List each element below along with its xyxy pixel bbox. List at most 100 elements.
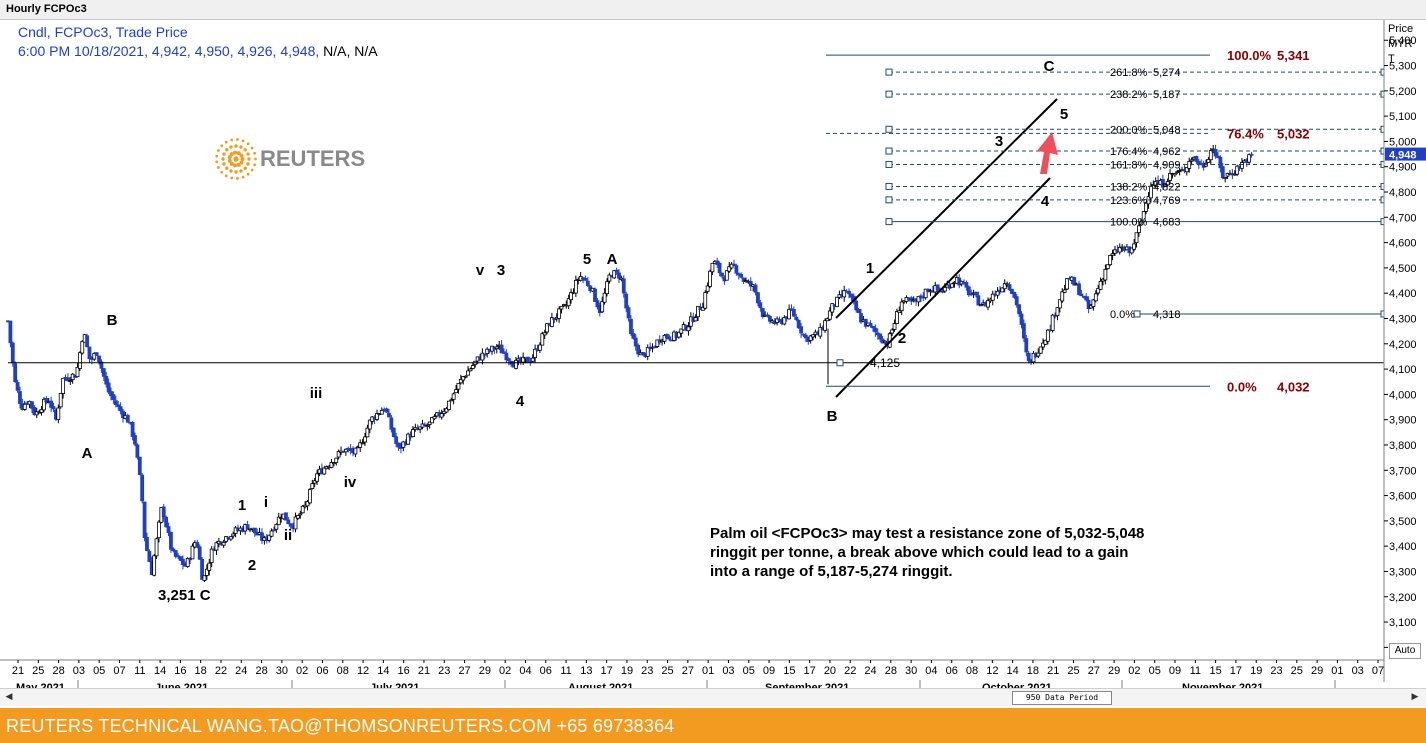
candle-body: [883, 340, 887, 344]
candle-body: [506, 358, 511, 362]
candle-body: [964, 282, 969, 288]
candle-body: [1220, 166, 1225, 179]
candle-body: [950, 283, 954, 288]
y-tick-label: 4,700: [1389, 212, 1417, 224]
x-tick-label: 23: [641, 665, 653, 677]
arrow-shape: [1037, 132, 1058, 174]
target-arrow-icon: [1037, 132, 1058, 174]
candle-body: [85, 335, 89, 348]
fib-value: 4,962: [1153, 146, 1181, 158]
x-tick-label: 17: [1230, 665, 1242, 677]
candle-body: [140, 474, 145, 502]
candle-body: [1019, 313, 1024, 325]
candle-body: [1017, 304, 1022, 315]
x-tick-label: 12: [357, 665, 369, 677]
logo-dot: [225, 166, 229, 170]
candle-body: [818, 326, 823, 337]
candle-body: [756, 292, 760, 304]
logo-dot: [246, 152, 250, 156]
candle-body: [1093, 293, 1098, 302]
candle-body: [1012, 291, 1017, 298]
candle-body: [466, 370, 470, 376]
fib-label: 261.8%: [1110, 67, 1148, 79]
candle-body: [68, 380, 73, 382]
auto-scale-button[interactable]: Auto: [1389, 643, 1421, 659]
logo-dot: [224, 140, 228, 144]
scroll-right-icon[interactable]: ▶: [1411, 692, 1419, 702]
logo-dot: [217, 149, 220, 152]
candle-body: [200, 558, 204, 580]
candle-body: [892, 323, 897, 330]
x-month-label: July 2021: [370, 682, 420, 688]
candle-body: [147, 550, 152, 563]
candle-body: [665, 333, 669, 339]
candle-body: [559, 305, 564, 310]
candle-body: [1129, 247, 1134, 254]
candle-body: [641, 351, 645, 354]
y-tick-label: 3,500: [1389, 516, 1417, 528]
wave-label: C: [1044, 58, 1055, 75]
annotation-line: Palm oil <FCPOc3> may test a resistance …: [710, 525, 1144, 542]
x-tick-label: 19: [621, 665, 633, 677]
candle-body: [1216, 155, 1220, 158]
x-tick-label: 03: [1352, 665, 1364, 677]
candle-body: [842, 290, 847, 298]
candle-body: [974, 291, 978, 296]
logo-dot: [222, 162, 226, 166]
candle-body: [995, 290, 1000, 296]
x-tick-label: 18: [1027, 665, 1039, 677]
candle-body: [463, 375, 468, 378]
reuters-logo: REUTERS: [215, 138, 365, 180]
candle-body: [631, 333, 636, 339]
candle-body: [499, 344, 504, 354]
candle-body: [1043, 339, 1048, 345]
candle-body: [966, 286, 971, 296]
candle-body: [1084, 296, 1089, 301]
price-chart[interactable]: Cndl, FCPOc3, Trade Price 6:00 PM 10/18/2…: [0, 20, 1426, 688]
candle-body: [231, 533, 236, 537]
fib-value: 5,048: [1153, 124, 1181, 136]
logo-dot: [229, 169, 233, 173]
candle-body: [336, 451, 341, 458]
logo-dot: [222, 152, 226, 156]
wave-label: B: [107, 312, 118, 329]
fib-label: 138.2%: [1110, 181, 1148, 193]
candle-body: [1223, 176, 1228, 179]
scroll-left-icon[interactable]: ◀: [5, 692, 13, 702]
candle-body: [720, 272, 724, 277]
x-tick-label: 15: [1209, 665, 1221, 677]
candle-body: [202, 575, 207, 581]
candle-body: [1208, 150, 1213, 161]
candle-body: [284, 512, 288, 521]
x-tick-label: 20: [824, 665, 836, 677]
candle-body: [446, 400, 451, 411]
candle-body: [145, 536, 149, 551]
candle-body: [1110, 253, 1115, 256]
fib-secondary-label: 0.0%: [1227, 379, 1257, 394]
candle-body: [827, 310, 832, 320]
candle-body: [624, 293, 629, 309]
y-tick-label: 3,200: [1389, 592, 1417, 604]
y-axis-title: Price: [1388, 23, 1413, 35]
annotation-line: ringgit per tonne, a break above which c…: [710, 544, 1128, 561]
candle-body: [75, 366, 80, 378]
fib-handle: [885, 196, 893, 204]
x-tick-label: 03: [73, 665, 85, 677]
candle-body: [111, 394, 116, 400]
candle-body: [1249, 153, 1254, 156]
candle-body: [916, 296, 921, 303]
candle-body: [353, 447, 358, 455]
candle-body: [406, 433, 411, 445]
candle-body: [942, 286, 947, 292]
candle-body: [22, 403, 27, 410]
candle-body: [1031, 352, 1036, 363]
y-axis-title: T: [1388, 53, 1395, 65]
logo-dot: [229, 152, 234, 157]
candle-body: [458, 378, 463, 384]
horizontal-scrollbar[interactable]: ◀ 950 Data Period ▶: [0, 688, 1426, 706]
candle-body: [1206, 159, 1211, 163]
candle-body: [185, 558, 190, 567]
candle-body: [732, 263, 736, 266]
legend-line-1: Cndl, FCPOc3, Trade Price: [18, 24, 188, 40]
wave-label: B: [827, 408, 838, 425]
